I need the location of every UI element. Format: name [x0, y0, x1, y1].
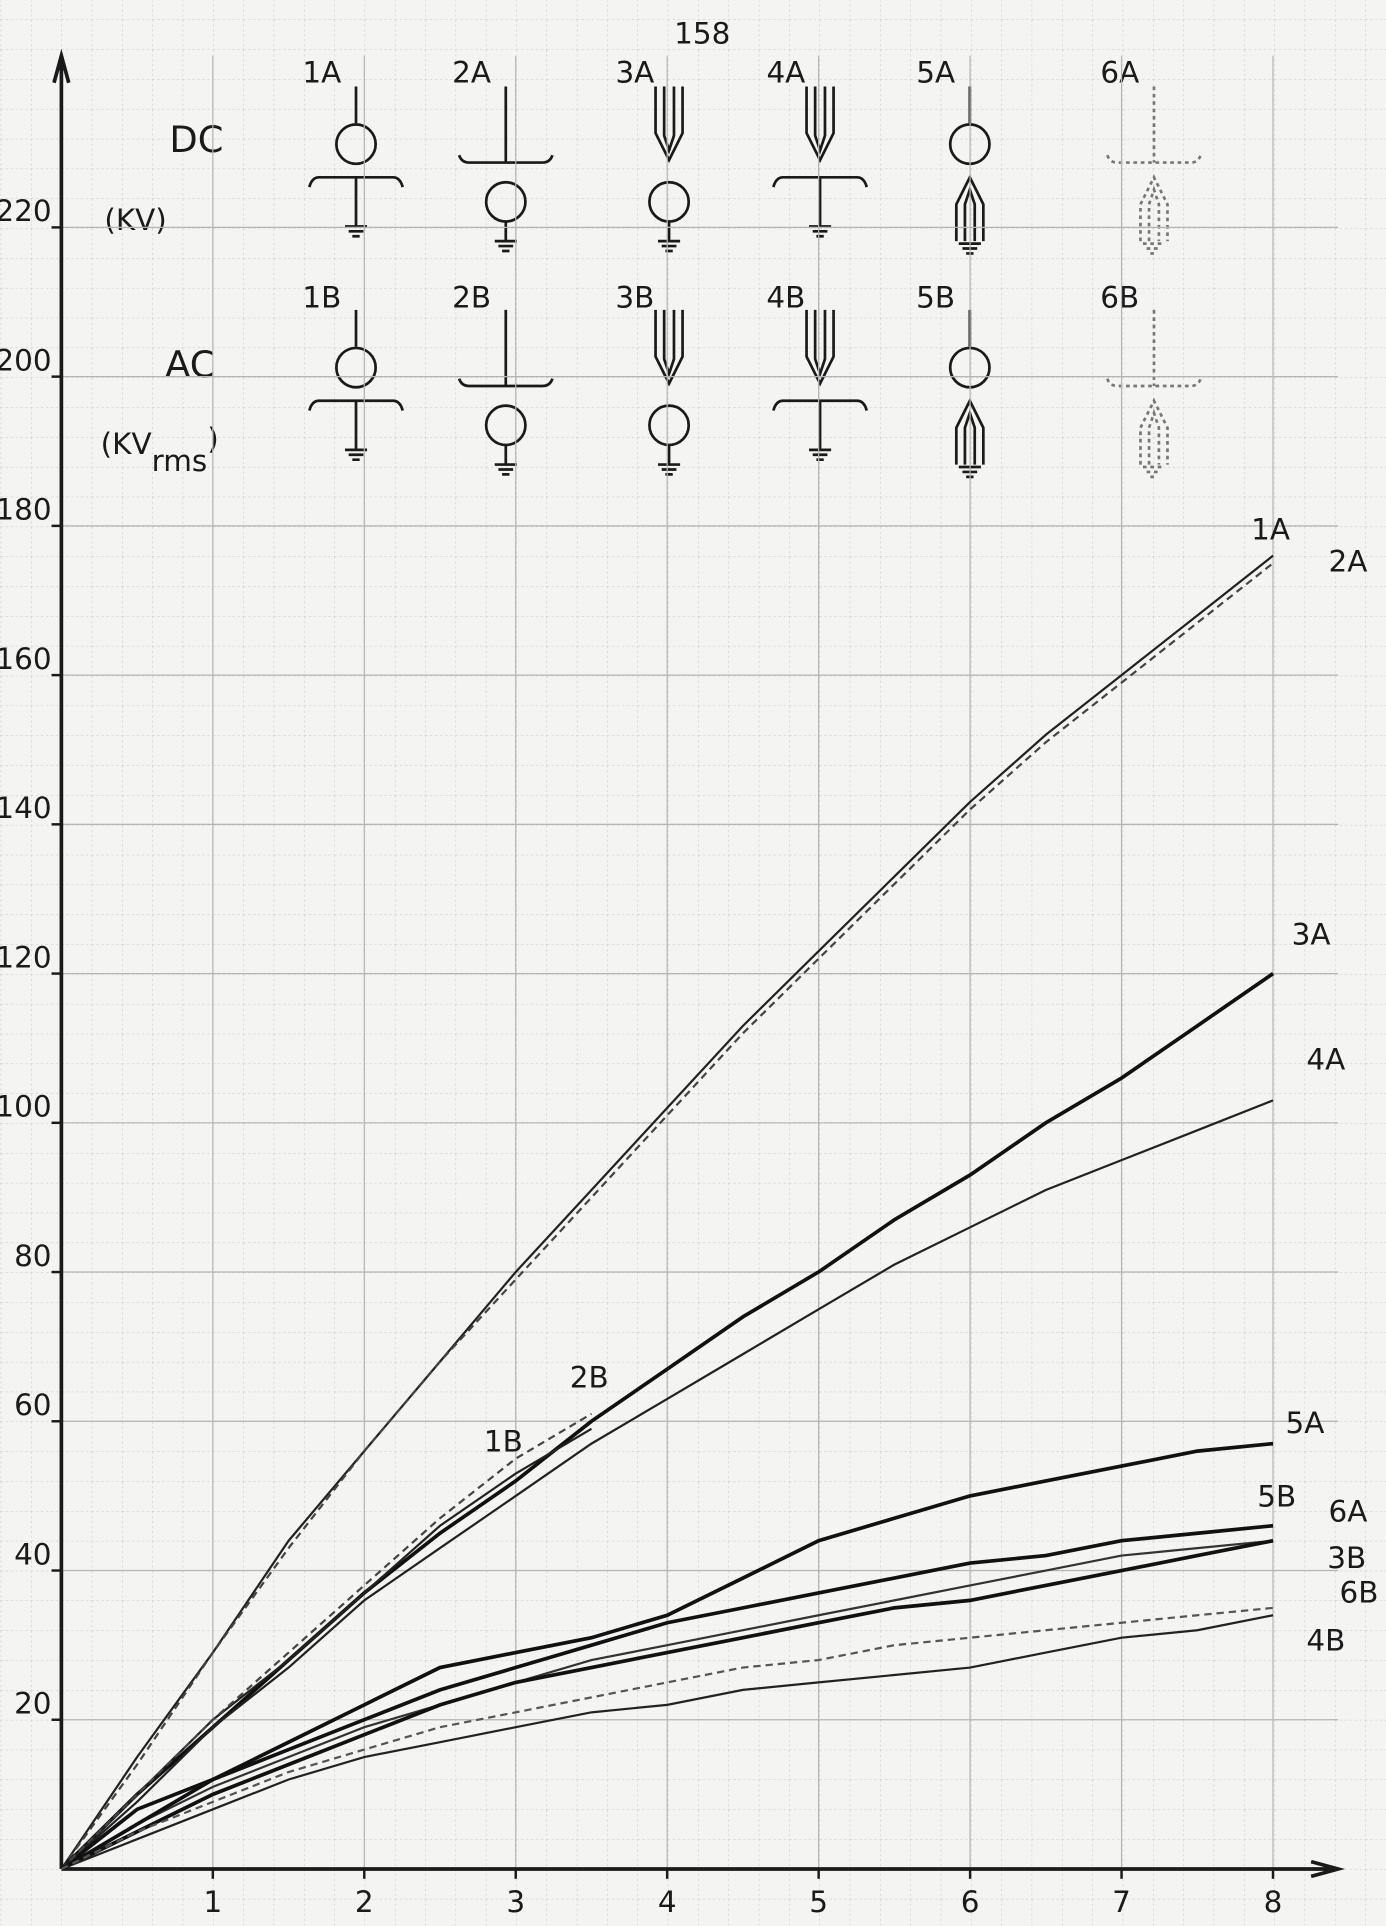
plane-electrode — [457, 86, 554, 164]
config-label: 6A — [1100, 56, 1139, 90]
rod-electrode — [1139, 397, 1169, 465]
series-line — [60, 554, 1274, 1870]
series-label: 3B — [1327, 1541, 1366, 1575]
y-tick-label: 100 — [0, 1090, 52, 1124]
rod-electrode — [805, 86, 835, 164]
y-tick-label: 120 — [0, 940, 52, 974]
page-number: 158 — [674, 16, 730, 50]
ac-label: AC — [165, 343, 215, 386]
config-label: 2A — [452, 56, 491, 90]
series-line — [60, 1441, 1274, 1871]
ground-symbol — [494, 463, 517, 476]
dc-label: DC — [169, 118, 223, 161]
series-line — [60, 1412, 593, 1870]
series-line — [60, 1099, 1274, 1870]
x-tick-label: 1 — [203, 1885, 222, 1919]
x-tick-label: 3 — [506, 1885, 525, 1919]
y-tick-label: 220 — [0, 194, 52, 228]
config-label: 4A — [766, 56, 805, 90]
ac-unit-sub: rms — [152, 444, 208, 478]
series-label: 1A — [1251, 512, 1290, 546]
x-tick-label: 8 — [1264, 1885, 1283, 1919]
x-tick-label: 4 — [658, 1885, 677, 1919]
plane-electrode — [308, 399, 404, 450]
series-line — [60, 1614, 1274, 1871]
y-tick-label: 160 — [0, 642, 52, 676]
rod-electrode — [805, 309, 835, 387]
ground-symbol — [809, 448, 832, 462]
series-line — [60, 1606, 1274, 1870]
config-label: 3B — [615, 280, 654, 314]
rod-electrode — [654, 86, 684, 164]
series-label: 4B — [1306, 1623, 1345, 1657]
y-tick-label: 40 — [14, 1537, 51, 1571]
series-line — [60, 562, 1274, 1870]
series-line — [60, 1523, 1274, 1871]
series-label: 2B — [570, 1361, 609, 1395]
rod-electrode — [654, 309, 684, 387]
config-label: 5B — [916, 280, 955, 314]
config-label: 4B — [766, 280, 805, 314]
sphere-electrode — [335, 123, 378, 166]
y-tick-label: 180 — [0, 493, 52, 527]
electrode-diagrams: 1A 2A 3A 4A 5A 6A 1B 2B 3B 4B 5B 6B — [302, 56, 1202, 479]
ground-symbol — [809, 225, 832, 238]
series-label: 4A — [1306, 1043, 1345, 1077]
config-label: 2B — [452, 280, 491, 314]
plane-electrode — [1106, 309, 1202, 388]
x-tick-label: 2 — [355, 1885, 374, 1919]
series-label: 2A — [1328, 544, 1367, 578]
series-label: 5B — [1257, 1480, 1296, 1514]
plane-electrode — [308, 175, 404, 227]
series-label: 6B — [1340, 1576, 1379, 1610]
sphere-electrode — [335, 346, 378, 389]
ac-unit-main: (KV — [101, 426, 152, 460]
series-label: 5A — [1286, 1406, 1325, 1440]
series-label: 6A — [1328, 1494, 1367, 1528]
ground-symbol — [344, 448, 368, 462]
x-axis — [61, 1859, 1346, 1879]
config-label: 6B — [1100, 280, 1139, 314]
plane-electrode — [1106, 86, 1202, 164]
series-label: 3A — [1292, 917, 1331, 951]
config-label: 1A — [302, 56, 341, 90]
y-tick-label: 20 — [14, 1687, 51, 1721]
y-tick-label: 200 — [0, 343, 52, 377]
rod-electrode — [1139, 174, 1169, 242]
y-tick-label: 140 — [0, 791, 52, 825]
plane-electrode — [772, 399, 869, 450]
dc-unit: (KV) — [104, 203, 166, 237]
series-line — [60, 972, 1275, 1871]
config-label: 3A — [615, 56, 654, 90]
y-tick-label: 60 — [14, 1388, 51, 1422]
plot: 20 40 60 80 100 120 140 160 180 200 220 1 2 3 4 5 6 7 8 1A 2… — [0, 48, 1379, 1919]
x-tick-label: 5 — [809, 1885, 828, 1919]
ground-symbol — [344, 225, 368, 238]
series-line — [60, 1538, 1274, 1871]
config-label: 5A — [916, 56, 955, 90]
config-label: 1B — [302, 280, 341, 314]
y-axis — [52, 48, 71, 1869]
x-tick-label: 7 — [1112, 1885, 1131, 1919]
series-line — [60, 1539, 1274, 1870]
x-tick-label: 6 — [961, 1885, 980, 1919]
y-tick-label: 80 — [14, 1239, 51, 1273]
plane-electrode — [772, 175, 869, 227]
plane-electrode — [457, 309, 554, 388]
series-label: 1B — [484, 1425, 523, 1459]
ground-symbol — [494, 239, 517, 253]
